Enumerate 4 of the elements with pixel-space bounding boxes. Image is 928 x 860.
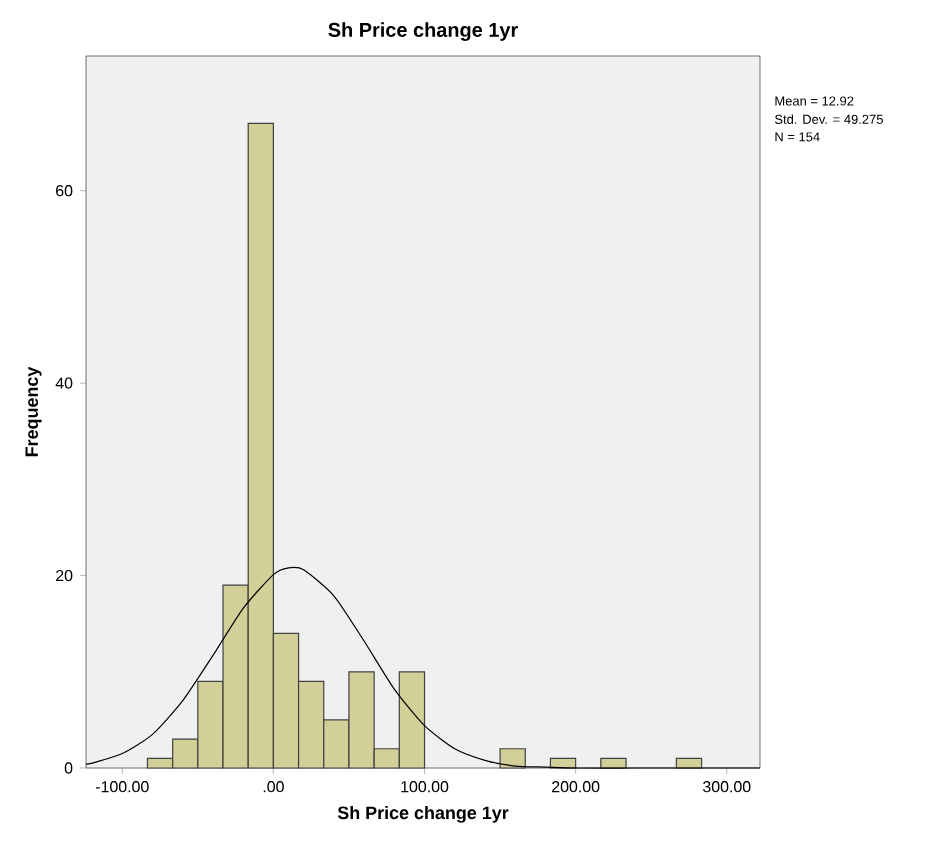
x-axis-title: Sh Price change 1yr	[337, 805, 509, 823]
y-axis-title: Frequency	[25, 366, 42, 457]
line-series	[85, 566, 761, 769]
chart-title: Sh Price change 1yr	[328, 22, 518, 41]
